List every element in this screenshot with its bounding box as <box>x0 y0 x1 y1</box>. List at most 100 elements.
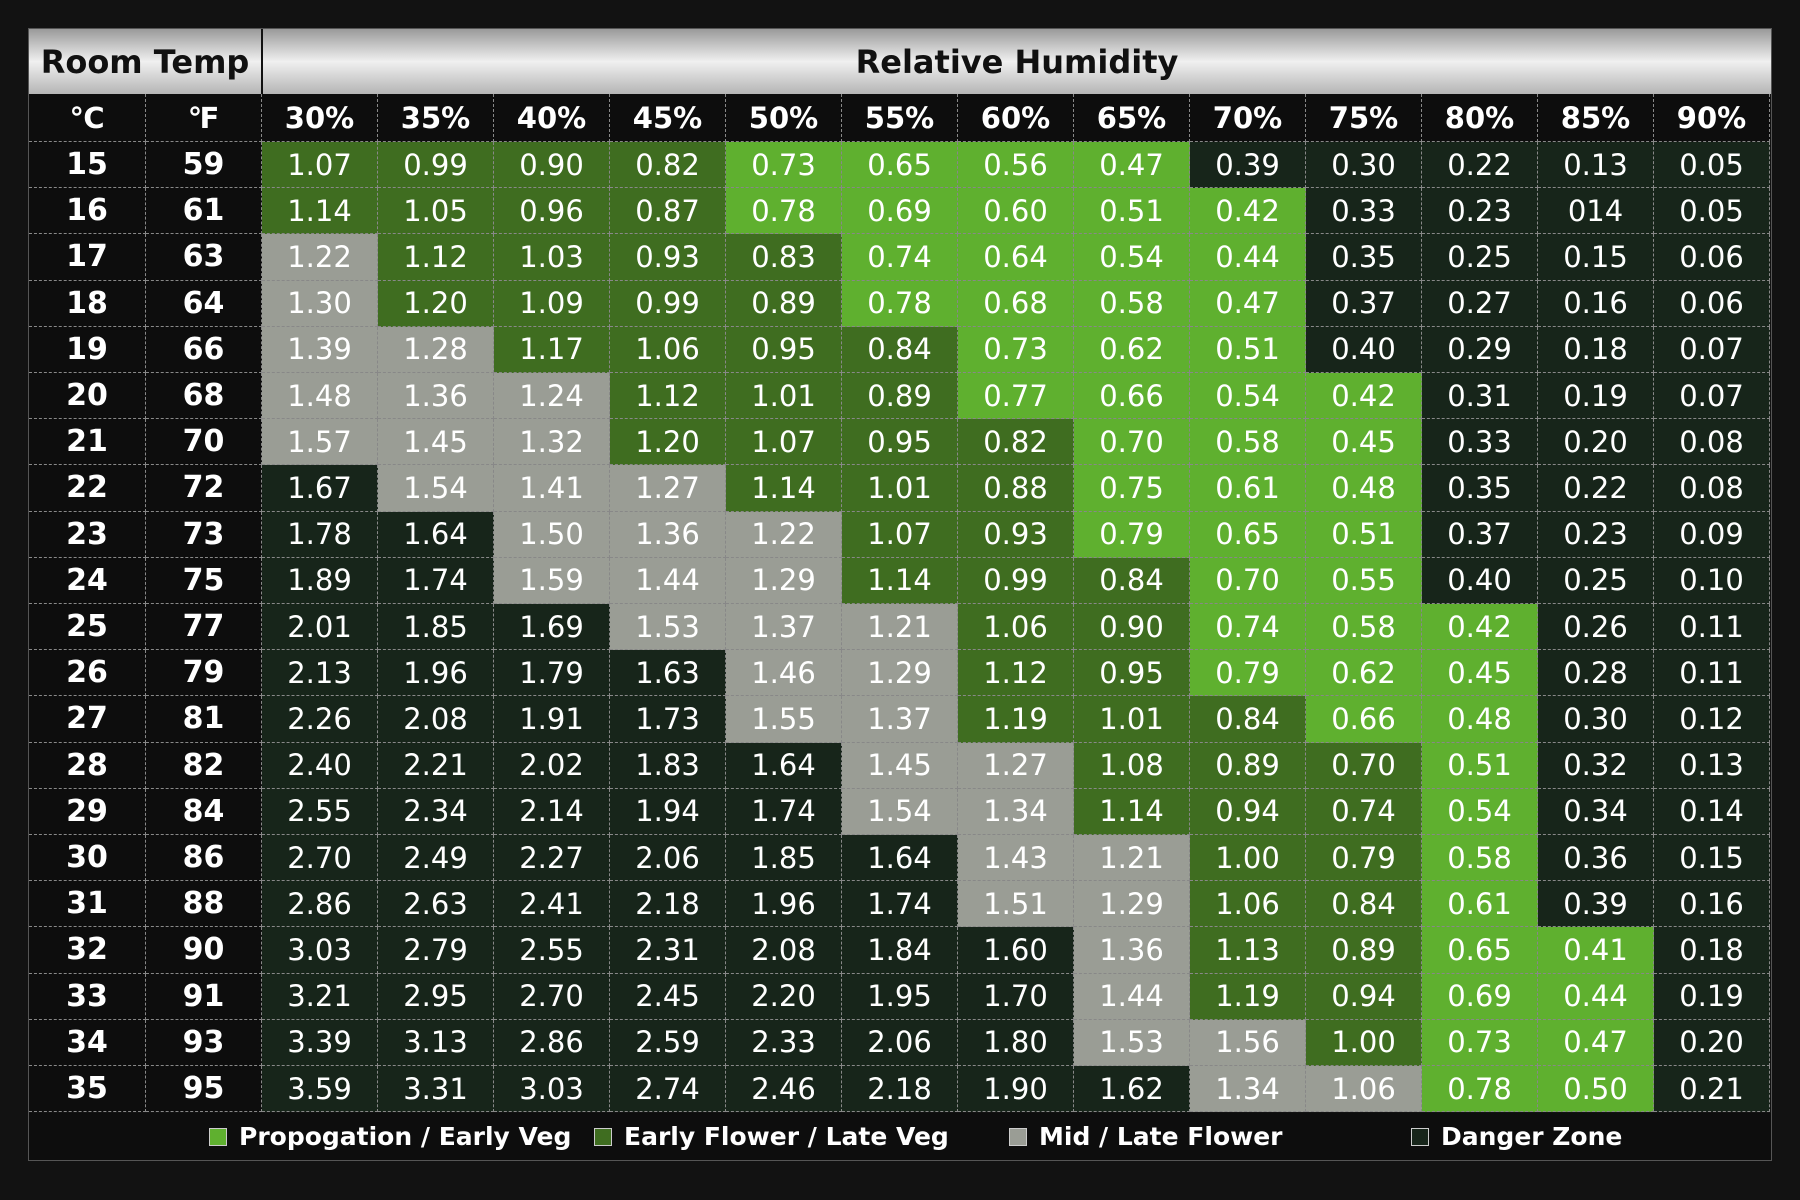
vpd-cell: 0.09 <box>1654 511 1770 558</box>
vpd-cell: 1.70 <box>958 973 1074 1020</box>
vpd-cell: 0.20 <box>1538 419 1654 466</box>
vpd-cell: 1.19 <box>1190 973 1306 1020</box>
vpd-cell: 0.58 <box>1422 835 1538 882</box>
temp-c-cell: 30 <box>29 835 146 882</box>
vpd-cell: 1.13 <box>1190 927 1306 974</box>
vpd-cell: 0.45 <box>1422 650 1538 697</box>
legend-item-mid-late-flower: Mid / Late Flower <box>1009 1113 1283 1160</box>
vpd-cell: 1.30 <box>262 280 378 327</box>
vpd-cell: 1.34 <box>958 788 1074 835</box>
vpd-cell: 0.42 <box>1422 604 1538 651</box>
vpd-cell: 1.06 <box>1306 1066 1422 1113</box>
vpd-cell: 0.08 <box>1654 465 1770 512</box>
temp-f-cell: 68 <box>146 373 262 420</box>
legend-label: Mid / Late Flower <box>1039 1122 1283 1151</box>
vpd-cell: 0.60 <box>958 188 1074 235</box>
vpd-cell: 1.62 <box>1074 1066 1190 1113</box>
vpd-cell: 1.20 <box>378 280 494 327</box>
vpd-cell: 1.56 <box>1190 1019 1306 1066</box>
vpd-cell: 0.70 <box>1190 557 1306 604</box>
vpd-cell: 0.51 <box>1422 742 1538 789</box>
chart-frame <box>28 28 1772 1161</box>
vpd-cell: 0.70 <box>1074 419 1190 466</box>
vpd-cell: 1.07 <box>842 511 958 558</box>
vpd-cell: 1.36 <box>610 511 726 558</box>
vpd-cell: 0.78 <box>1422 1066 1538 1113</box>
vpd-cell: 1.74 <box>726 788 842 835</box>
temp-c-cell: 15 <box>29 142 146 189</box>
vpd-cell: 0.56 <box>958 142 1074 189</box>
vpd-cell: 2.55 <box>494 927 610 974</box>
vpd-cell: 0.19 <box>1654 973 1770 1020</box>
vpd-cell: 2.49 <box>378 835 494 882</box>
vpd-cell: 1.45 <box>378 419 494 466</box>
vpd-cell: 0.65 <box>1422 927 1538 974</box>
vpd-cell: 0.61 <box>1190 465 1306 512</box>
temp-c-cell: 22 <box>29 465 146 512</box>
vpd-cell: 0.99 <box>610 280 726 327</box>
vpd-cell: 1.73 <box>610 696 726 743</box>
vpd-cell: 0.62 <box>1306 650 1422 697</box>
vpd-cell: 2.40 <box>262 742 378 789</box>
vpd-cell: 0.22 <box>1538 465 1654 512</box>
vpd-cell: 1.20 <box>610 419 726 466</box>
column-header: 45% <box>610 94 726 142</box>
vpd-cell: 1.09 <box>494 280 610 327</box>
vpd-cell: 0.14 <box>1654 788 1770 835</box>
vpd-cell: 0.70 <box>1306 742 1422 789</box>
vpd-cell: 1.64 <box>726 742 842 789</box>
legend-item-propagation: Propogation / Early Veg <box>209 1113 571 1160</box>
vpd-cell: 2.02 <box>494 742 610 789</box>
temp-f-cell: 86 <box>146 835 262 882</box>
vpd-cell: 1.53 <box>1074 1019 1190 1066</box>
vpd-cell: 2.08 <box>378 696 494 743</box>
vpd-cell: 0.48 <box>1422 696 1538 743</box>
column-header: ℉ <box>146 94 262 142</box>
vpd-cell: 0.37 <box>1306 280 1422 327</box>
vpd-cell: 0.11 <box>1654 604 1770 651</box>
vpd-cell: 1.74 <box>842 881 958 928</box>
vpd-cell: 0.35 <box>1422 465 1538 512</box>
vpd-cell: 0.20 <box>1654 1019 1770 1066</box>
vpd-cell: 0.54 <box>1190 373 1306 420</box>
vpd-cell: 0.65 <box>842 142 958 189</box>
legend-swatch <box>594 1127 612 1146</box>
vpd-cell: 1.01 <box>1074 696 1190 743</box>
vpd-cell: 1.36 <box>378 373 494 420</box>
vpd-cell: 1.85 <box>726 835 842 882</box>
vpd-cell: 1.57 <box>262 419 378 466</box>
vpd-cell: 0.74 <box>842 234 958 281</box>
column-header: 35% <box>378 94 494 142</box>
vpd-cell: 1.01 <box>842 465 958 512</box>
vpd-cell: 2.46 <box>726 1066 842 1113</box>
vpd-cell: 0.84 <box>1306 881 1422 928</box>
vpd-cell: 0.66 <box>1074 373 1190 420</box>
vpd-cell: 0.58 <box>1306 604 1422 651</box>
vpd-cell: 2.70 <box>494 973 610 1020</box>
temp-f-cell: 84 <box>146 788 262 835</box>
vpd-cell: 0.89 <box>842 373 958 420</box>
vpd-cell: 0.21 <box>1654 1066 1770 1113</box>
vpd-cell: 1.96 <box>726 881 842 928</box>
vpd-cell: 0.84 <box>842 326 958 373</box>
vpd-cell: 3.13 <box>378 1019 494 1066</box>
legend-label: Danger Zone <box>1441 1122 1623 1151</box>
temp-c-cell: 29 <box>29 788 146 835</box>
vpd-cell: 0.84 <box>1190 696 1306 743</box>
temp-f-cell: 93 <box>146 1019 262 1066</box>
temp-c-cell: 18 <box>29 280 146 327</box>
vpd-cell: 2.41 <box>494 881 610 928</box>
vpd-cell: 2.06 <box>842 1019 958 1066</box>
vpd-cell: 1.36 <box>1074 927 1190 974</box>
vpd-cell: 1.78 <box>262 511 378 558</box>
column-header: 60% <box>958 94 1074 142</box>
temp-f-cell: 72 <box>146 465 262 512</box>
vpd-cell: 1.74 <box>378 557 494 604</box>
vpd-cell: 2.95 <box>378 973 494 1020</box>
column-header: 70% <box>1190 94 1306 142</box>
vpd-cell: 1.00 <box>1190 835 1306 882</box>
vpd-cell: 2.70 <box>262 835 378 882</box>
vpd-cell: 1.27 <box>610 465 726 512</box>
vpd-cell: 0.54 <box>1074 234 1190 281</box>
vpd-cell: 0.82 <box>610 142 726 189</box>
